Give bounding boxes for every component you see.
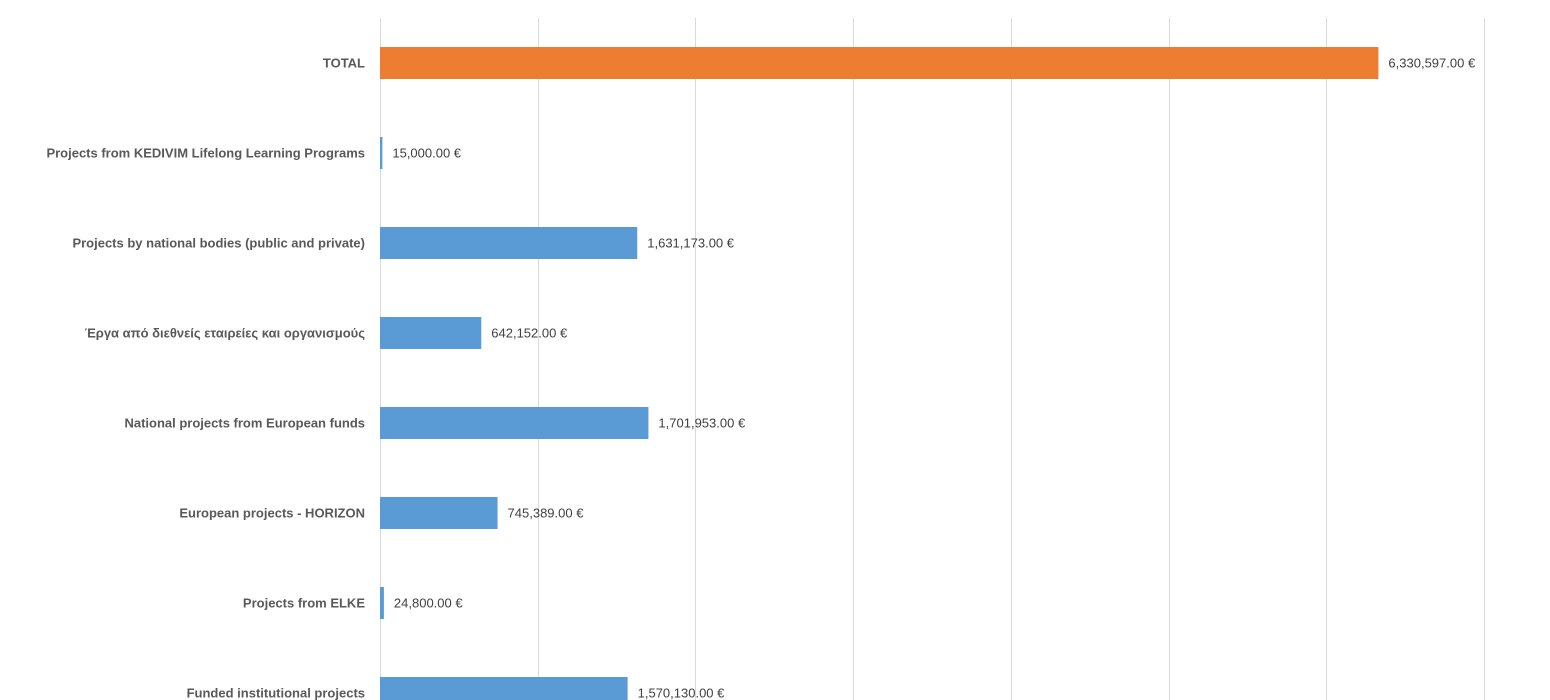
bar [380,317,482,349]
data-label: 1,631,173.00 € [647,236,735,251]
bars [380,47,1379,700]
category-label: Projects by national bodies (public and … [72,236,365,251]
category-label: National projects from European funds [124,416,365,431]
data-label: 745,389.00 € [508,506,585,521]
category-label: TOTAL [323,56,365,71]
bar [380,137,383,169]
data-label: 6,330,597.00 € [1388,56,1476,71]
bar [380,677,628,700]
data-label: 642,152.00 € [491,326,568,341]
value-labels: 6,330,597.00 € 15,000.00 € 1,631,173.00 € 6… [392,56,1476,700]
category-labels: TOTAL Projects from KEDIVIM Lifelong Lear… [46,56,365,700]
category-label: European projects - HORIZON [179,506,365,521]
bar [380,497,498,529]
category-label: Projects from ELKE [243,596,365,611]
category-label: Funded institutional projects [187,686,365,700]
data-label: 24,800.00 € [394,596,463,611]
bar [380,587,384,619]
category-label: Έργα από διεθνείς εταιρείες και οργανισμ… [85,326,366,341]
data-label: 1,570,130.00 € [638,686,726,700]
data-label: 1,701,953.00 € [658,416,746,431]
gridlines [380,18,1485,700]
bar [380,227,638,259]
bar [380,407,649,439]
data-label: 15,000.00 € [392,146,461,161]
category-label: Projects from KEDIVIM Lifelong Learning … [46,146,365,161]
bar [380,47,1379,79]
